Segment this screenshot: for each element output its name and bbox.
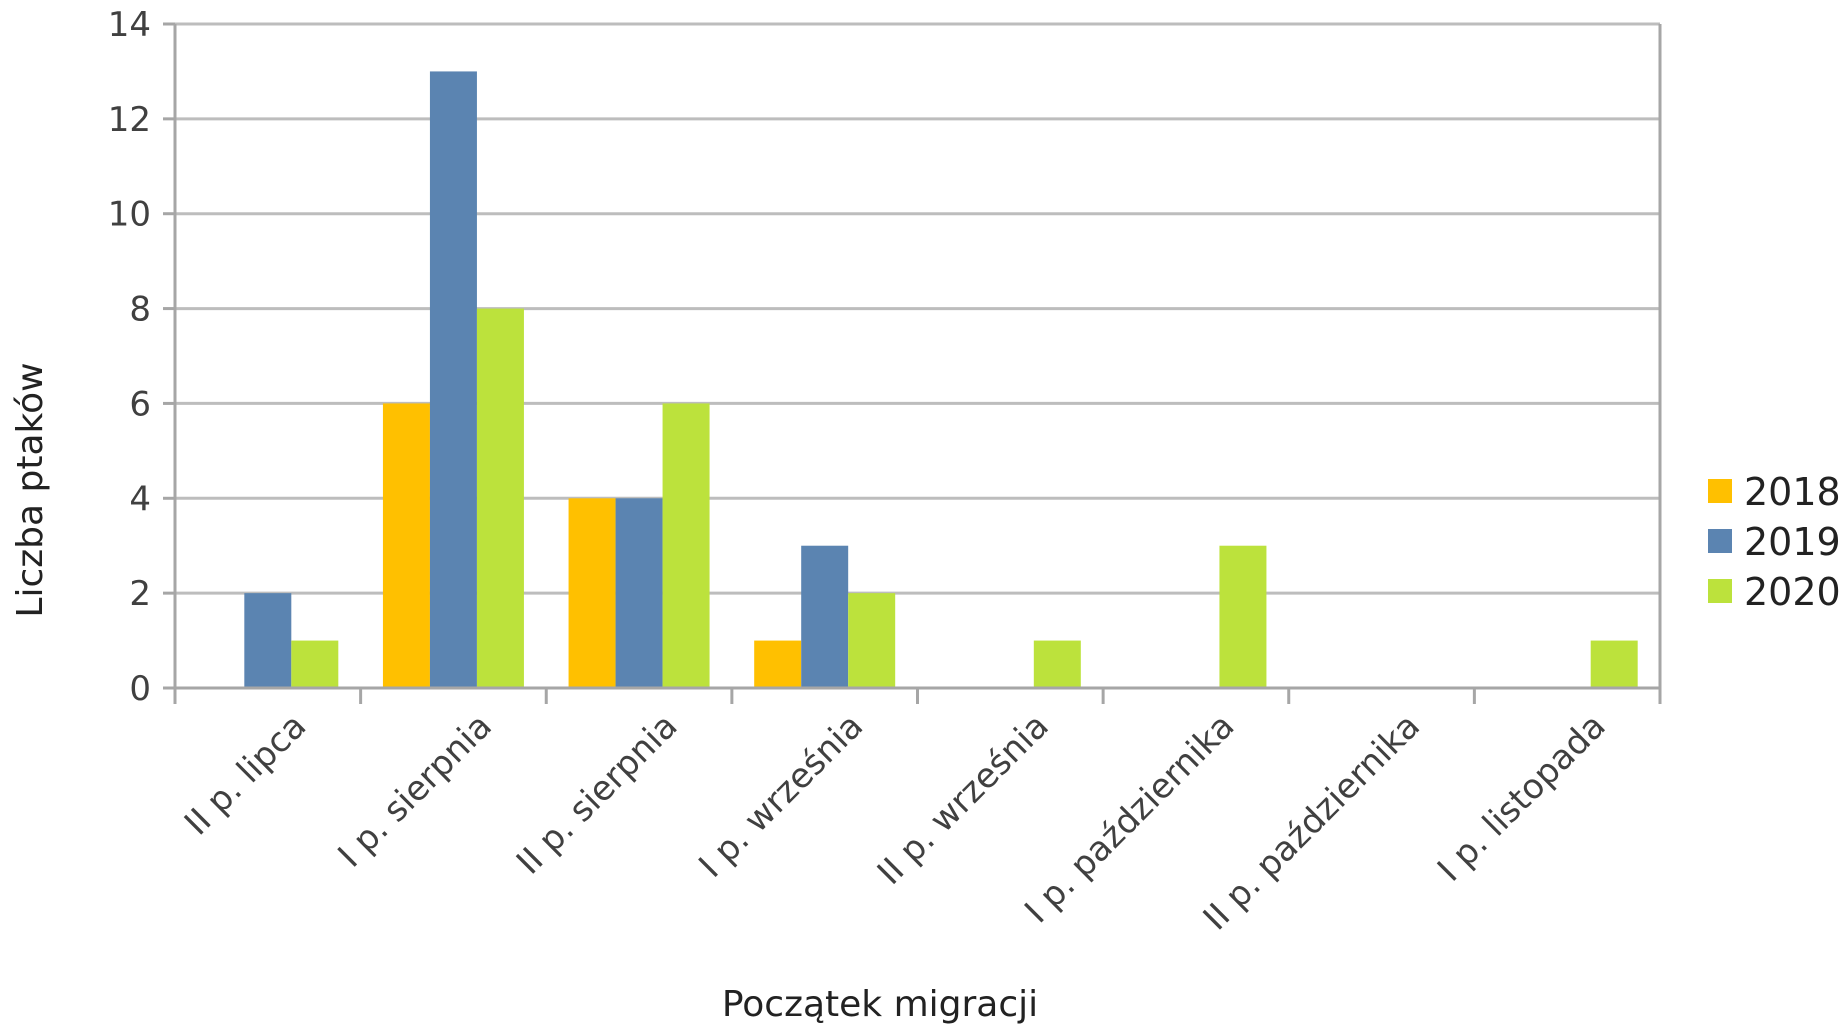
y-tick-label: 4 [129, 479, 151, 519]
x-tick-label: I p. sierpnia [330, 706, 499, 875]
y-tick-label: 6 [129, 384, 151, 424]
y-axis-title: Liczba ptaków [10, 362, 51, 617]
x-axis-title: Początek migracji [722, 984, 1038, 1024]
x-tick-label: I p. listopada [1430, 706, 1614, 890]
bar-2020-0 [291, 640, 339, 688]
legend-label-2019: 2019 [1744, 520, 1841, 564]
y-tick-label: 2 [129, 574, 151, 614]
bar-2020-1 [476, 308, 524, 688]
x-tick-label: I p. września [691, 706, 871, 886]
bar-2018-3 [754, 640, 802, 688]
bar-2020-3 [848, 593, 896, 688]
axes [173, 24, 1662, 704]
bar-2019-3 [801, 545, 849, 688]
bar-2019-1 [429, 71, 477, 688]
bar-2018-2 [568, 498, 616, 688]
bar-2020-7 [1590, 640, 1638, 688]
y-tick-label: 10 [108, 195, 151, 235]
bar-2020-4 [1033, 640, 1081, 688]
legend-label-2020: 2020 [1744, 570, 1841, 614]
bars [244, 71, 1638, 688]
bar-2019-0 [244, 593, 292, 688]
legend-label-2018: 2018 [1744, 470, 1841, 514]
x-tick-label: II p. września [870, 706, 1057, 893]
bar-2020-5 [1219, 545, 1267, 688]
legend-swatch-2019 [1708, 529, 1732, 553]
x-tick-label: II p. sierpnia [509, 706, 685, 882]
bar-2020-2 [662, 403, 710, 688]
y-tick-labels: 0 2 4 6 8 10 12 14 [108, 5, 151, 709]
legend-swatch-2018 [1708, 479, 1732, 503]
x-tick-labels: II p. lipca I p. sierpnia II p. sierpnia I … [177, 706, 1614, 938]
legend-swatch-2020 [1708, 579, 1732, 603]
y-tick-label: 14 [108, 5, 151, 45]
bar-2019-2 [615, 498, 663, 688]
legend: 2018 2019 2020 [1708, 470, 1841, 614]
x-tick-label: II p. lipca [177, 706, 314, 843]
y-tick-label: 8 [129, 290, 151, 330]
y-tick-label: 12 [108, 100, 151, 140]
bar-2018-1 [382, 403, 430, 688]
y-tick-label: 0 [129, 669, 151, 709]
